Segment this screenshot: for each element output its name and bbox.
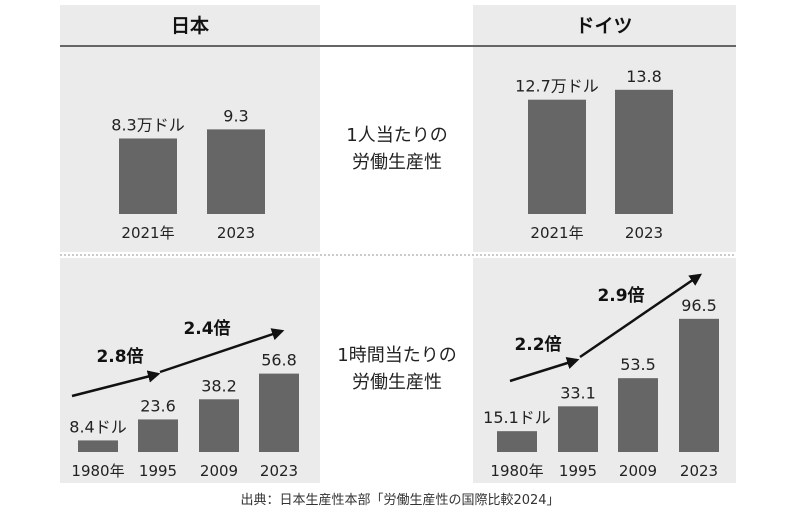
japan-per-person-bar [207, 129, 265, 214]
japan-per-hour-growth-label: 2.8倍 [96, 346, 143, 367]
japan-header-panel [60, 5, 320, 45]
germany-per-hour-growth-arrow [579, 273, 703, 359]
japan-per-hour-value-label: 38.2 [201, 376, 237, 395]
japan-per-hour-bar [259, 373, 299, 452]
germany-per-hour-growth-label: 2.2倍 [514, 334, 561, 355]
germany-per-hour-value-label: 33.1 [560, 383, 596, 402]
germany-per-hour-value-label: 53.5 [620, 355, 656, 374]
japan-per-hour-value-label: 23.6 [140, 396, 176, 415]
germany-per-hour-category-label: 1995 [559, 462, 597, 480]
germany-per-hour-category-label: 2009 [619, 462, 657, 480]
japan-per-hour-growth-label: 2.4倍 [183, 318, 230, 339]
germany-per-hour-bar [679, 318, 719, 452]
per-person-label-line1: 1人当たりの [346, 125, 447, 146]
japan-per-person-category-label: 2023 [217, 224, 255, 242]
japan-per-hour-category-label: 2023 [260, 462, 298, 480]
germany-per-person-bar [528, 99, 586, 214]
japan-per-hour-category-label: 2009 [200, 462, 238, 480]
japan-per-person-bar [119, 138, 177, 214]
germany-top-panel [473, 47, 736, 252]
japan-header: 日本 [171, 14, 209, 37]
germany-header-panel [473, 5, 736, 45]
germany-per-person-category-label: 2023 [625, 224, 663, 242]
japan-per-hour-growth-arrow [71, 370, 161, 398]
germany-per-hour-bar [558, 406, 598, 452]
japan-per-hour-growth-arrow [159, 328, 285, 374]
japan-per-person-value-label: 8.3万ドル [111, 115, 184, 134]
per-hour-label-line2: 労働生産性 [352, 372, 442, 393]
japan-per-person-category-label: 2021年 [121, 224, 174, 242]
japan-top-panel [60, 47, 320, 252]
germany-header: ドイツ [575, 15, 632, 37]
germany-per-person-category-label: 2021年 [530, 224, 583, 242]
japan-per-hour-category-label: 1980年 [71, 462, 124, 480]
germany-per-hour-value-label: 15.1ドル [483, 408, 551, 427]
per-person-label-line2: 労働生産性 [352, 152, 442, 173]
germany-per-hour-category-label: 1980年 [490, 462, 543, 480]
japan-per-hour-value-label: 8.4ドル [69, 417, 126, 436]
germany-per-hour-bar [618, 378, 658, 452]
germany-per-hour-value-label: 96.5 [681, 296, 717, 315]
germany-per-person-value-label: 12.7万ドル [515, 77, 599, 96]
japan-per-hour-category-label: 1995 [139, 462, 177, 480]
germany-per-hour-category-label: 2023 [680, 462, 718, 480]
germany-per-hour-growth-arrow [509, 357, 580, 383]
japan-per-hour-bar [138, 419, 178, 452]
japan-per-person-value-label: 9.3 [223, 106, 248, 125]
japan-per-hour-bar [78, 440, 118, 452]
japan-per-hour-value-label: 56.8 [261, 351, 297, 370]
per-hour-label-line1: 1時間当たりの [337, 345, 456, 366]
source-note: 出典：日本生産性本部「労働生産性の国際比較2024」 [240, 492, 559, 508]
germany-per-person-bar [615, 89, 673, 214]
germany-per-hour-bar [497, 431, 537, 452]
japan-per-hour-bar [199, 399, 239, 452]
germany-per-hour-growth-label: 2.9倍 [597, 285, 644, 306]
germany-per-person-value-label: 13.8 [626, 67, 662, 86]
chart-marks: 8.3万ドル 2021年 9.3 2023 12.7万ドル 2021年 13.8 2023 8.… [69, 67, 719, 480]
